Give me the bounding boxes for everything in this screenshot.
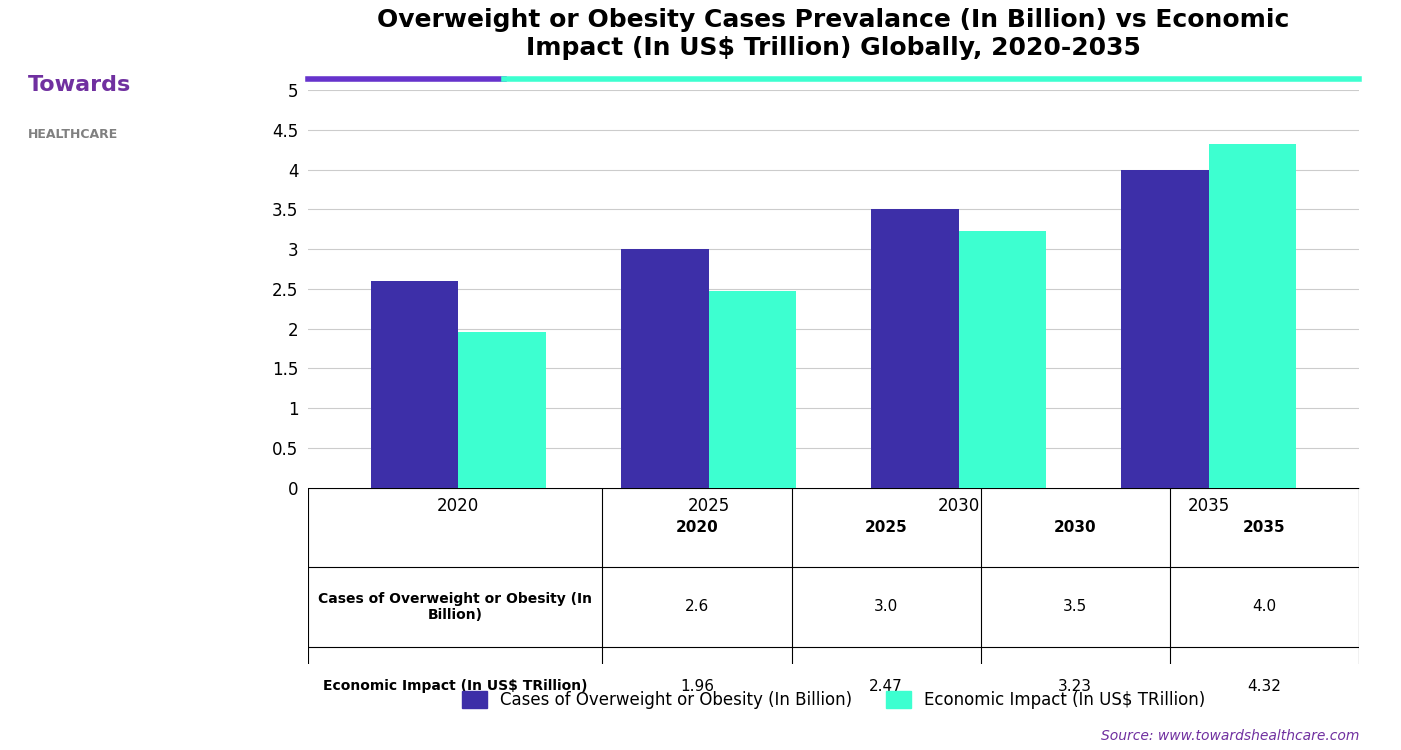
Bar: [709, 291, 796, 488]
Text: 2025: 2025: [864, 520, 908, 535]
Bar: [621, 249, 709, 488]
Bar: [1209, 144, 1296, 488]
Text: 2020: 2020: [675, 520, 719, 535]
Text: 3.5: 3.5: [1063, 599, 1087, 614]
Text: 3.0: 3.0: [874, 599, 898, 614]
Bar: [458, 332, 546, 488]
Text: 3.23: 3.23: [1058, 679, 1093, 694]
Text: Overweight or Obesity Cases Prevalance (In Billion) vs Economic
Impact (In US$ T: Overweight or Obesity Cases Prevalance (…: [377, 8, 1290, 60]
Text: 4.0: 4.0: [1252, 599, 1276, 614]
Legend: Cases of Overweight or Obesity (In Billion), Economic Impact (In US$ TRillion): Cases of Overweight or Obesity (In Billi…: [455, 684, 1212, 716]
Text: 1.96: 1.96: [679, 679, 715, 694]
Text: Economic Impact (In US$ TRillion): Economic Impact (In US$ TRillion): [324, 680, 587, 694]
Text: 2.6: 2.6: [685, 599, 709, 614]
Bar: [371, 280, 458, 488]
Text: 2030: 2030: [1054, 520, 1097, 535]
Text: 2035: 2035: [1243, 520, 1286, 535]
Text: Cases of Overweight or Obesity (In
Billion): Cases of Overweight or Obesity (In Billi…: [318, 592, 593, 622]
Bar: [871, 209, 958, 488]
Text: 4.32: 4.32: [1247, 679, 1282, 694]
Bar: [1121, 170, 1209, 488]
Text: 2.47: 2.47: [869, 679, 904, 694]
Text: HEALTHCARE: HEALTHCARE: [28, 128, 118, 140]
Text: Source: www.towardshealthcare.com: Source: www.towardshealthcare.com: [1101, 728, 1359, 742]
Text: Towards: Towards: [28, 75, 132, 95]
Bar: [958, 231, 1047, 488]
